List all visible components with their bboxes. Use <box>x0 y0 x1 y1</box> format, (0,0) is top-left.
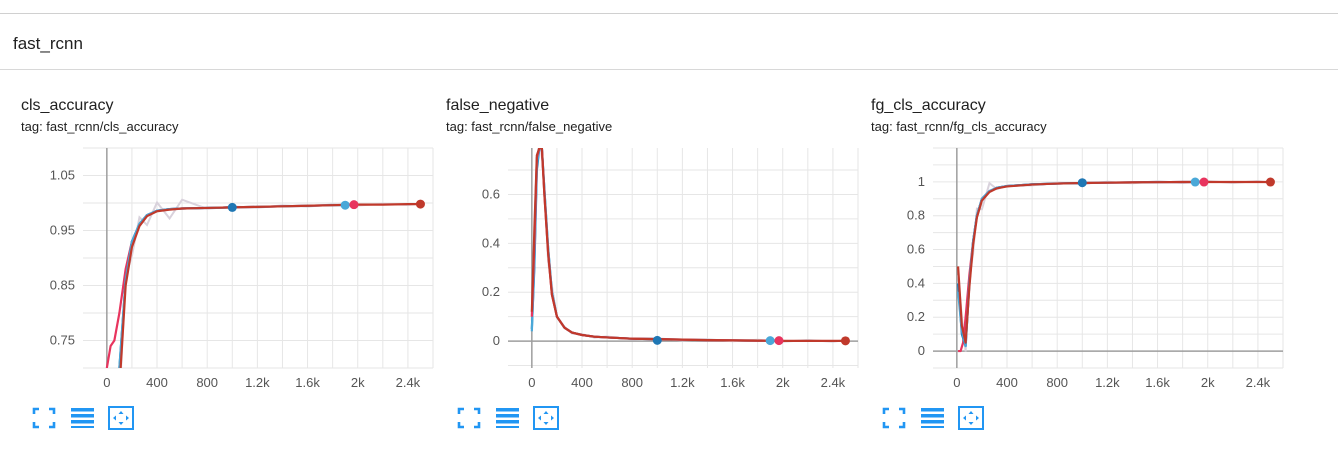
series-line[interactable] <box>105 203 354 368</box>
x-tick-label: 0 <box>953 375 960 390</box>
y-tick-label: 0.85 <box>50 278 75 293</box>
log-scale-icon[interactable] <box>919 405 947 431</box>
series-end-marker[interactable] <box>349 200 359 210</box>
x-tick-label: 800 <box>196 375 218 390</box>
x-tick-label: 2.4k <box>396 375 421 390</box>
series-line[interactable] <box>956 180 1196 348</box>
section-header[interactable]: fast_rcnn <box>0 14 1338 70</box>
series-end-marker[interactable] <box>774 336 784 346</box>
y-tick-label: 0.4 <box>482 235 500 250</box>
chart-card-false-negative: false_negative tag: fast_rcnn/false_nega… <box>446 70 871 450</box>
x-tick-label: 2k <box>1201 375 1215 390</box>
card-title: false_negative <box>446 97 550 114</box>
fullscreen-icon[interactable] <box>880 405 908 431</box>
series-end-marker[interactable] <box>227 202 237 212</box>
chart-plot[interactable]: 0 400 800 1.2k 1.6k 2k 2.4k 0 0.2 0.4 0.6 <box>446 145 871 400</box>
chart-card-cls-accuracy: cls_accuracy tag: fast_rcnn/cls_accuracy… <box>21 70 446 450</box>
x-tick-label: 1.2k <box>245 375 270 390</box>
x-tick-label: 1.6k <box>1145 375 1170 390</box>
series-end-marker[interactable] <box>1077 178 1087 188</box>
section-title: fast_rcnn <box>13 34 83 53</box>
top-divider <box>0 13 1338 14</box>
y-tick-label: 0.2 <box>907 309 925 324</box>
series-end-marker[interactable] <box>1199 177 1209 187</box>
series-end-marker[interactable] <box>1190 177 1200 187</box>
y-tick-label: 0.2 <box>482 284 500 299</box>
card-title: fg_cls_accuracy <box>871 97 986 114</box>
card-tag: tag: fast_rcnn/false_negative <box>446 119 613 134</box>
y-tick-label: 0.95 <box>50 223 75 238</box>
chart-plot[interactable]: 0 400 800 1.2k 1.6k 2k 2.4k 0 0.2 0.4 0.6 0.8 1 <box>871 145 1296 400</box>
card-tag: tag: fast_rcnn/fg_cls_accuracy <box>871 119 1047 134</box>
series-line[interactable] <box>530 148 779 342</box>
y-tick-label: 1.05 <box>50 168 75 183</box>
y-tick-label: 0 <box>918 343 925 358</box>
x-tick-label: 1.6k <box>720 375 745 390</box>
series-end-marker[interactable] <box>652 335 662 345</box>
x-tick-label: 2k <box>776 375 790 390</box>
y-tick-label: 0.4 <box>907 275 925 290</box>
card-tag: tag: fast_rcnn/cls_accuracy <box>21 119 179 134</box>
series-end-marker[interactable] <box>765 336 775 346</box>
y-tick-label: 0.8 <box>907 208 925 223</box>
x-tick-label: 1.6k <box>295 375 320 390</box>
fit-domain-icon[interactable] <box>532 405 560 431</box>
fullscreen-icon[interactable] <box>455 405 483 431</box>
x-tick-label: 400 <box>146 375 168 390</box>
x-tick-label: 1.2k <box>1095 375 1120 390</box>
series-line[interactable] <box>530 148 771 342</box>
x-tick-label: 2k <box>351 375 365 390</box>
y-tick-label: 0.6 <box>907 242 925 257</box>
x-tick-label: 0 <box>103 375 110 390</box>
fit-domain-icon[interactable] <box>107 405 135 431</box>
card-title: cls_accuracy <box>21 97 114 114</box>
x-tick-label: 0 <box>528 375 535 390</box>
series-end-marker[interactable] <box>1265 177 1275 187</box>
series-line[interactable] <box>956 181 1083 348</box>
x-tick-label: 1.2k <box>670 375 695 390</box>
series-line[interactable] <box>530 148 846 342</box>
log-scale-icon[interactable] <box>494 405 522 431</box>
series-end-marker[interactable] <box>840 336 850 346</box>
series-line[interactable] <box>119 202 421 368</box>
x-tick-label: 400 <box>571 375 593 390</box>
y-tick-label: 0 <box>493 333 500 348</box>
raw-data-line <box>120 198 421 368</box>
x-tick-label: 400 <box>996 375 1018 390</box>
fullscreen-icon[interactable] <box>30 405 58 431</box>
series-line[interactable] <box>956 180 1271 344</box>
chart-plot[interactable]: 0 400 800 1.2k 1.6k 2k 2.4k 0.75 0.85 0.95 1.05 <box>21 145 446 400</box>
y-tick-label: 1 <box>918 174 925 189</box>
log-scale-icon[interactable] <box>69 405 97 431</box>
x-tick-label: 2.4k <box>1246 375 1271 390</box>
series-end-marker[interactable] <box>340 200 350 210</box>
x-tick-label: 800 <box>1046 375 1068 390</box>
y-tick-label: 0.75 <box>50 333 75 348</box>
series-end-marker[interactable] <box>415 199 425 209</box>
x-tick-label: 2.4k <box>821 375 846 390</box>
fit-domain-icon[interactable] <box>957 405 985 431</box>
x-tick-label: 800 <box>621 375 643 390</box>
chart-card-fg-cls-accuracy: fg_cls_accuracy tag: fast_rcnn/fg_cls_ac… <box>871 70 1296 450</box>
y-tick-label: 0.6 <box>482 186 500 201</box>
